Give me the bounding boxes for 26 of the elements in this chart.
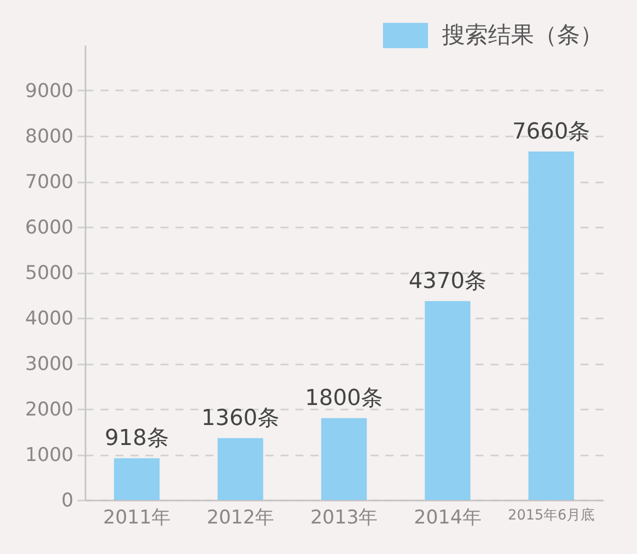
y-tick-label: 0: [61, 490, 74, 512]
y-tick-label: 7000: [25, 171, 74, 193]
x-tick-label: 2014年: [414, 506, 482, 528]
bar: [424, 301, 470, 500]
y-tick-label: 5000: [25, 262, 74, 284]
y-tick-label: 4000: [25, 308, 74, 330]
bar: [218, 438, 264, 500]
bar: [114, 458, 160, 500]
text: 918条: [104, 426, 169, 452]
x-tick-label: 2012年: [206, 506, 274, 528]
x-tick-label: 2011年: [103, 506, 170, 528]
y-tick-label: 3000: [25, 353, 74, 375]
text: 7660条: [512, 119, 590, 144]
y-tick-label: 6000: [25, 216, 74, 238]
bar: [321, 418, 367, 500]
text: 1360条: [201, 406, 280, 432]
x-tick-label: 2013年: [310, 506, 378, 528]
legend-label: 搜索结果（条）: [442, 22, 603, 48]
text: 4370条: [408, 269, 487, 294]
text: 1800条: [305, 386, 383, 412]
y-tick-label: 2000: [25, 398, 74, 420]
bar: [528, 151, 574, 500]
x-tick-label: 2015年6月底: [508, 508, 594, 524]
y-tick-label: 8000: [25, 126, 74, 148]
y-tick-label: 1000: [25, 444, 74, 466]
y-tick-label: 9000: [25, 80, 74, 102]
